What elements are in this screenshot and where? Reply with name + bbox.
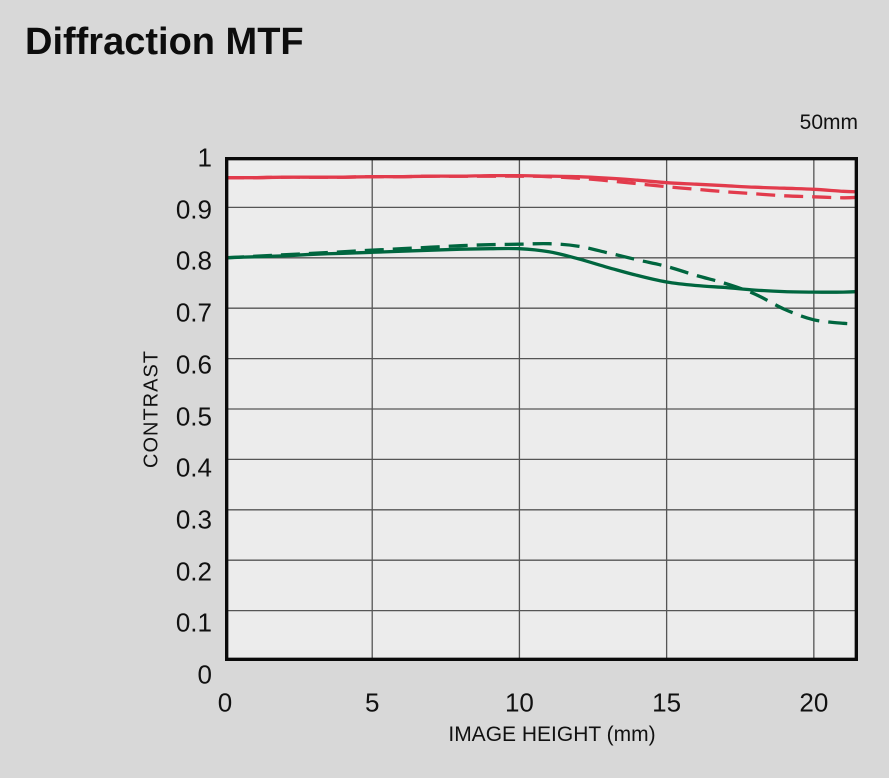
y-tick-label-0.3: 0.3	[175, 504, 212, 535]
y-tick-label-0: 0	[197, 659, 212, 690]
series-green-dashed	[225, 241, 858, 326]
y-tick-label-0.1: 0.1	[175, 607, 212, 638]
x-tick-label-15: 15	[652, 687, 682, 718]
page-title: Diffraction MTF	[25, 21, 304, 63]
y-tick-label-0.8: 0.8	[175, 245, 212, 276]
x-tick-label-5: 5	[364, 687, 380, 718]
y-axis-title: CONTRAST	[140, 350, 163, 468]
y-tick-label-0.4: 0.4	[175, 452, 212, 483]
focal-length-label: 50mm	[799, 111, 858, 134]
x-axis-title: IMAGE HEIGHT (mm)	[448, 723, 656, 746]
y-tick-label-1: 1	[197, 142, 212, 173]
y-tick-label-0.5: 0.5	[175, 401, 212, 431]
y-tick-label-0.6: 0.6	[175, 349, 212, 380]
series-red-dashed	[225, 174, 858, 200]
plot-frame	[225, 157, 858, 661]
y-tick-label-0.9: 0.9	[175, 194, 212, 225]
x-tick-label-0: 0	[217, 687, 233, 718]
y-tick-label-0.7: 0.7	[175, 297, 212, 328]
x-tick-label-10: 10	[504, 687, 534, 718]
mtf-plot-area	[225, 157, 858, 661]
x-tick-label-20: 20	[799, 687, 829, 718]
series-green-solid	[225, 246, 858, 294]
y-tick-label-0.2: 0.2	[175, 556, 212, 587]
